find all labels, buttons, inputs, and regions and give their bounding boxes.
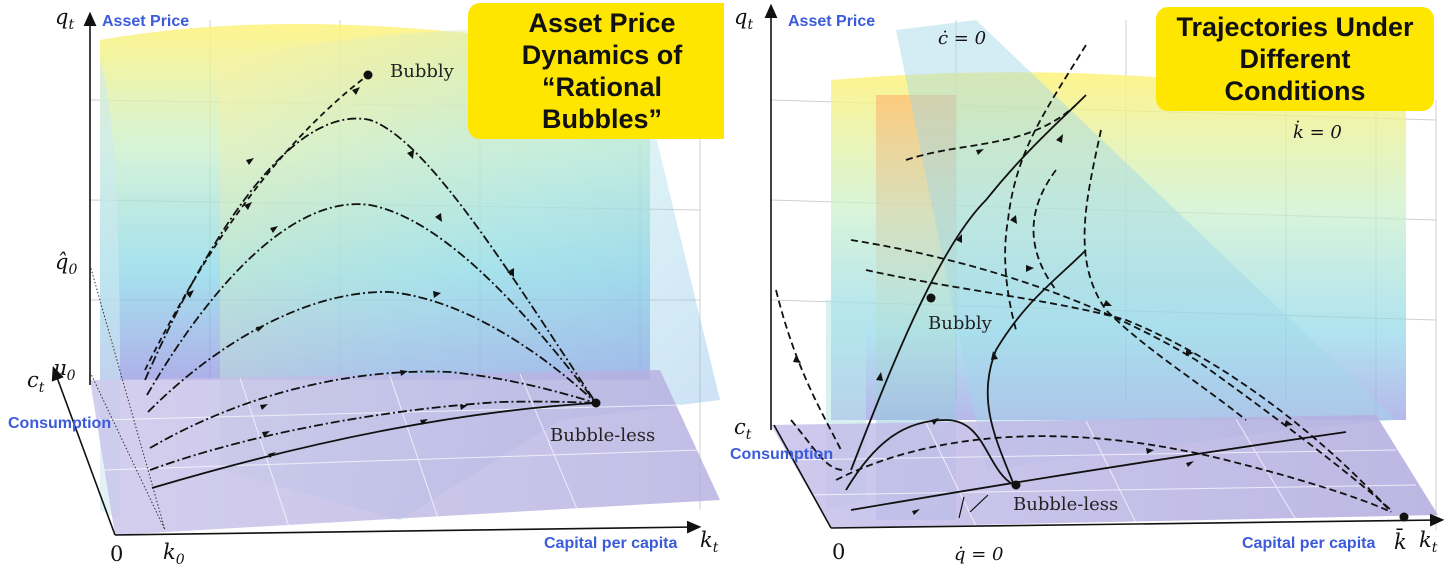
trajectory-3: [147, 291, 597, 413]
trajectory-saddle: [151, 402, 597, 489]
trajectory-4: [149, 370, 597, 449]
title-line-1: Trajectories Under: [1176, 12, 1414, 42]
q-axis-label: qt: [734, 5, 754, 34]
c-axis-label: ct: [27, 368, 45, 397]
q-hat-guide: [89, 264, 166, 531]
bubbly-point: [363, 70, 373, 80]
title-line-2: Different Conditions: [1224, 44, 1366, 106]
right-title-badge: Trajectories Under Different Conditions: [1156, 7, 1434, 111]
right-cdot-surface: [896, 20, 1396, 470]
bubble-less-label: Bubble-less: [1013, 494, 1119, 515]
capital-annotation: Capital per capita: [1242, 535, 1376, 552]
q-dot-locus-label: q̇ = 0: [954, 544, 1004, 565]
dashed-cdot: [1004, 44, 1087, 331]
dashed-top-left: [905, 104, 1077, 161]
right-panel: Asset Price Consumption Capital per capi…: [726, 0, 1456, 569]
title-line-3: “Rational Bubbles”: [541, 72, 662, 134]
stable-arm-bubbly: [850, 94, 1087, 471]
k-axis-label: kt: [700, 528, 719, 557]
k-axis: [830, 513, 1445, 529]
k0-tick: k0: [163, 540, 185, 569]
origin-label: 0: [832, 540, 846, 564]
left-floor: [90, 370, 720, 535]
mu-guide: [89, 371, 166, 531]
mu-tick: μ0: [53, 356, 76, 385]
dashed-left-1: [775, 289, 842, 451]
trajectory-1: [144, 117, 597, 404]
title-line-1: Asset Price: [528, 8, 676, 38]
consumption-annotation: Consumption: [730, 446, 834, 463]
trajectory-2: [146, 203, 597, 404]
q-dot-pointer-1: [958, 496, 965, 519]
dashed-left-2: [790, 419, 845, 471]
consumption-annotation: Consumption: [8, 415, 112, 432]
bubbly-label: Bubbly: [928, 313, 992, 334]
asset-price-annotation: Asset Price: [788, 13, 876, 30]
q-hat-tick: q̂0: [55, 250, 78, 279]
k-axis: [114, 520, 702, 536]
dashed-cross: [1032, 169, 1057, 291]
trajectory-5: [149, 400, 597, 471]
right-orange-column: [876, 95, 956, 520]
stable-arm-bubble-less: [850, 431, 1347, 511]
arrowheads: [793, 134, 1293, 515]
trajectory-bubbly: [144, 74, 369, 371]
k-dot-locus-label: k̇ = 0: [1293, 122, 1342, 143]
right-diagram: [764, 3, 1445, 530]
dashed-floor-1: [835, 435, 1392, 513]
q-dot-pointer-2: [969, 494, 989, 513]
c-axis: [51, 365, 116, 536]
dashed-middle-2: [865, 269, 1392, 513]
q-axis-label: qt: [55, 5, 75, 34]
c-axis: [773, 424, 832, 529]
capital-annotation: Capital per capita: [544, 535, 678, 552]
c-dot-locus-label: ċ = 0: [938, 28, 987, 49]
origin-label: 0: [110, 542, 124, 566]
floor-grid: [97, 373, 701, 531]
asset-price-annotation: Asset Price: [102, 13, 190, 30]
k-bar-tick: k̄: [1394, 530, 1407, 554]
title-line-2: Dynamics of: [521, 40, 683, 70]
bubble-less-label: Bubble-less: [550, 425, 656, 446]
bubble-less-point: [591, 398, 601, 408]
bubbly-label: Bubbly: [390, 61, 454, 82]
right-back-surface: [831, 72, 1406, 420]
arrowheads: [186, 87, 514, 458]
k-bar-point: [1399, 512, 1409, 522]
trajectories: [144, 74, 597, 489]
bubble-less-point: [1011, 480, 1021, 490]
k-axis-label: kt: [1419, 528, 1438, 557]
left-title-badge: Asset Price Dynamics of “Rational Bubble…: [468, 3, 724, 139]
bubbly-point: [926, 293, 936, 303]
c-axis-label: ct: [734, 415, 752, 444]
left-panel: Asset Price Consumption Capital per capi…: [0, 0, 724, 569]
